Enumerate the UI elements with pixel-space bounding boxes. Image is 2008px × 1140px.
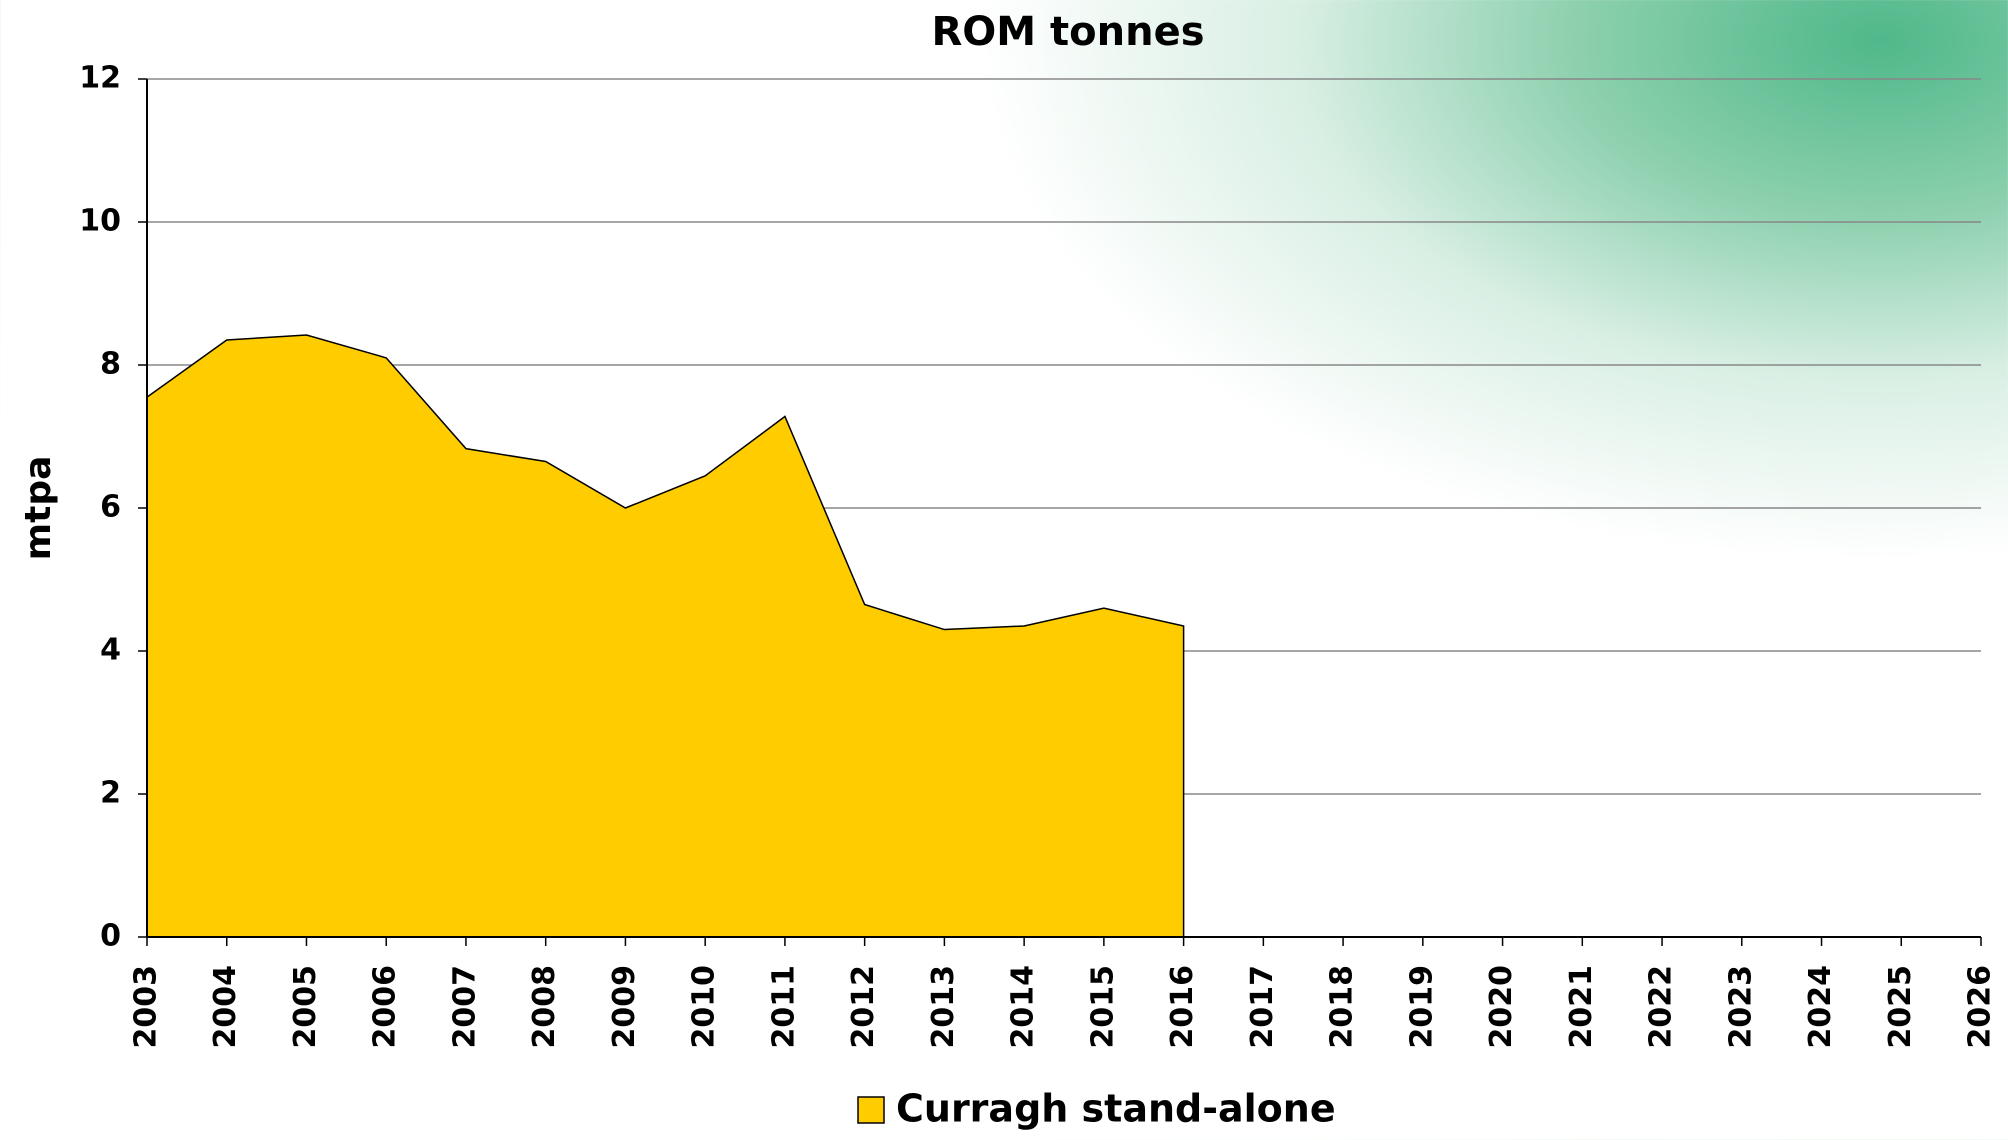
x-tick-label: 2011 <box>766 965 801 1049</box>
x-tick-label: 2018 <box>1325 965 1360 1049</box>
x-tick-label: 2003 <box>129 965 164 1049</box>
x-tick-label: 2016 <box>1165 965 1200 1049</box>
x-tick-label: 2012 <box>846 965 881 1049</box>
x-tick-label: 2019 <box>1404 965 1439 1049</box>
y-tick-label: 6 <box>100 490 121 525</box>
x-tick-label: 2004 <box>208 965 243 1049</box>
x-tick-label: 2026 <box>1963 965 1998 1049</box>
x-tick-label: 2007 <box>447 965 482 1049</box>
x-tick-label: 2010 <box>687 965 722 1049</box>
x-tick-label: 2023 <box>1723 965 1758 1049</box>
x-tick-label: 2022 <box>1644 965 1679 1049</box>
x-tick-label: 2020 <box>1484 965 1519 1049</box>
y-tick-label: 4 <box>100 633 121 668</box>
y-tick-label: 12 <box>79 61 121 96</box>
y-tick-label: 10 <box>79 204 121 239</box>
x-tick-label: 2015 <box>1085 965 1120 1049</box>
x-tick-label: 2025 <box>1883 965 1918 1049</box>
x-tick-label: 2009 <box>607 965 642 1049</box>
x-tick-label: 2021 <box>1564 965 1599 1049</box>
chart-title: ROM tonnes <box>931 9 1204 55</box>
x-tick-label: 2005 <box>288 965 323 1049</box>
y-tick-label: 0 <box>100 919 121 954</box>
x-tick-label: 2013 <box>926 965 961 1049</box>
x-tick-label: 2014 <box>1006 965 1041 1049</box>
y-axis-label: mtpa <box>18 456 59 561</box>
legend-swatch <box>858 1097 884 1123</box>
y-tick-label: 2 <box>100 776 121 811</box>
legend-label: Curragh stand-alone <box>896 1087 1336 1131</box>
x-tick-label: 2006 <box>368 965 403 1049</box>
x-tick-label: 2017 <box>1245 965 1280 1049</box>
x-tick-label: 2024 <box>1803 965 1838 1049</box>
y-tick-label: 8 <box>100 347 121 382</box>
chart: ROM tonnes mtpa 0 2 4 6 8 10 12 2003 2004 2005 200… <box>0 0 2008 1140</box>
page: ROM tonnes mtpa 0 2 4 6 8 10 12 2003 2004 2005 200… <box>0 0 2008 1140</box>
x-tick-label: 2008 <box>527 965 562 1049</box>
area <box>147 335 1184 937</box>
